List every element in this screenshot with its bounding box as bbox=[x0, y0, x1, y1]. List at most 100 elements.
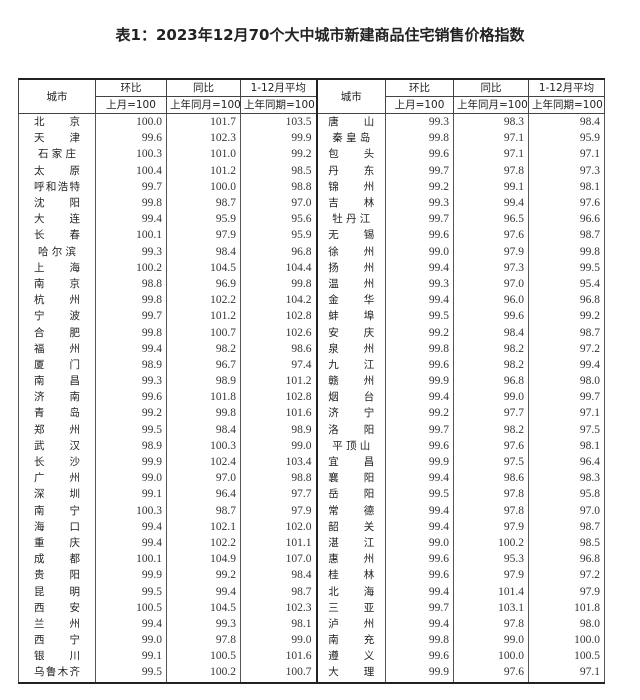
table-row: 武汉 98.9 100.3 99.0 平顶山 99.6 97.6 98.1 bbox=[18, 437, 605, 454]
table-row: 上海 100.2 104.5 104.4 扬州 99.4 97.3 99.5 bbox=[18, 259, 605, 276]
yoy-value-left: 100.3 bbox=[166, 437, 241, 454]
avg-value-right: 98.4 bbox=[528, 113, 605, 131]
city-name: 武汉 bbox=[34, 439, 80, 452]
table-row: 太原 100.4 101.2 98.5 丹东 99.7 97.8 97.3 bbox=[18, 162, 605, 179]
mom-value-right: 99.7 bbox=[385, 162, 454, 179]
city-cell-left: 成都 bbox=[18, 551, 96, 568]
mom-value-left: 100.4 bbox=[95, 162, 167, 179]
city-name: 牡丹江 bbox=[332, 213, 371, 226]
yoy-value-left: 104.5 bbox=[166, 599, 241, 616]
avg-value-left: 99.2 bbox=[240, 146, 318, 163]
yoy-value-left: 96.9 bbox=[166, 275, 241, 293]
yoy-value-left: 97.0 bbox=[166, 470, 241, 487]
avg-value-right: 97.0 bbox=[528, 502, 605, 519]
avg-value-left: 101.2 bbox=[240, 373, 318, 390]
table-row: 南宁 100.3 98.7 97.9 常德 99.4 97.8 97.0 bbox=[18, 502, 605, 519]
avg-value-left: 97.0 bbox=[240, 194, 318, 212]
mom-value-right: 99.5 bbox=[385, 486, 454, 503]
header-yoy-left: 同比 bbox=[166, 78, 241, 97]
city-name: 昆明 bbox=[34, 585, 80, 598]
yoy-value-right: 97.7 bbox=[453, 405, 529, 422]
city-name: 丹东 bbox=[328, 164, 375, 177]
city-name: 秦皇岛 bbox=[332, 132, 371, 145]
avg-value-left: 98.5 bbox=[240, 162, 318, 179]
mom-value-left: 99.3 bbox=[95, 243, 167, 260]
city-cell-left: 兰州 bbox=[18, 615, 96, 632]
city-cell-right: 济宁 bbox=[316, 405, 386, 422]
city-name: 北京 bbox=[34, 116, 80, 129]
yoy-value-right: 97.0 bbox=[453, 275, 529, 293]
city-cell-right: 吉林 bbox=[316, 194, 386, 212]
avg-value-left: 98.7 bbox=[240, 583, 318, 600]
city-name: 南京 bbox=[34, 277, 80, 290]
city-name: 北海 bbox=[328, 585, 375, 598]
table-row: 大连 99.4 95.9 95.6 牡丹江 99.7 96.5 96.6 bbox=[18, 211, 605, 228]
yoy-value-left: 98.2 bbox=[166, 340, 241, 357]
city-name: 西宁 bbox=[34, 634, 80, 647]
yoy-value-right: 97.8 bbox=[453, 162, 529, 179]
table-row: 哈尔滨 99.3 98.4 96.8 徐州 99.0 97.9 99.8 bbox=[18, 243, 605, 260]
city-name: 韶关 bbox=[328, 520, 375, 533]
avg-value-left: 101.6 bbox=[240, 648, 318, 665]
header-avg-base-left: 上年同期=100 bbox=[240, 96, 318, 114]
avg-value-left: 104.4 bbox=[240, 259, 318, 276]
mom-value-left: 99.4 bbox=[95, 211, 167, 228]
yoy-value-left: 102.1 bbox=[166, 518, 241, 535]
yoy-value-right: 99.0 bbox=[453, 632, 529, 649]
mom-value-right: 99.9 bbox=[385, 664, 454, 683]
table-row: 长春 100.1 97.9 95.9 无锡 99.6 97.6 98.7 bbox=[18, 227, 605, 244]
avg-value-left: 103.4 bbox=[240, 453, 318, 471]
city-name: 天津 bbox=[34, 132, 80, 145]
avg-value-right: 96.6 bbox=[528, 211, 605, 228]
header-yoy-base-left: 上年同月=100 bbox=[166, 96, 241, 114]
mom-value-right: 99.3 bbox=[385, 194, 454, 212]
yoy-value-right: 99.1 bbox=[453, 178, 529, 195]
mom-value-left: 100.3 bbox=[95, 502, 167, 519]
header-row-2: 上月=100 上年同月=100 上年同期=100 上月=100 上年同月=100… bbox=[19, 96, 605, 114]
avg-value-left: 98.9 bbox=[240, 421, 318, 438]
yoy-value-right: 97.9 bbox=[453, 518, 529, 535]
yoy-value-left: 98.4 bbox=[166, 421, 241, 438]
yoy-value-left: 102.4 bbox=[166, 453, 241, 471]
mom-value-left: 99.7 bbox=[95, 178, 167, 195]
city-name: 乌鲁木齐 bbox=[34, 666, 80, 679]
table-row: 深圳 99.1 96.4 97.7 岳阳 99.5 97.8 95.8 bbox=[18, 486, 605, 503]
mom-value-left: 100.1 bbox=[95, 227, 167, 244]
city-name: 兰州 bbox=[34, 617, 80, 630]
yoy-value-right: 97.8 bbox=[453, 615, 529, 632]
mom-value-left: 98.9 bbox=[95, 437, 167, 454]
mom-value-right: 99.6 bbox=[385, 648, 454, 665]
avg-value-left: 98.1 bbox=[240, 615, 318, 632]
city-name: 济宁 bbox=[328, 407, 375, 420]
city-name: 大连 bbox=[34, 213, 80, 226]
avg-value-right: 95.9 bbox=[528, 130, 605, 147]
avg-value-left: 107.0 bbox=[240, 551, 318, 568]
city-cell-right: 桂林 bbox=[316, 567, 386, 584]
mom-value-right: 99.7 bbox=[385, 421, 454, 438]
city-name: 郑州 bbox=[34, 423, 80, 436]
city-name: 合肥 bbox=[34, 326, 80, 339]
mom-value-left: 99.5 bbox=[95, 664, 167, 683]
yoy-value-left: 102.2 bbox=[166, 292, 241, 309]
yoy-value-right: 103.1 bbox=[453, 599, 529, 616]
mom-value-right: 99.3 bbox=[385, 113, 454, 131]
city-cell-right: 遵义 bbox=[316, 648, 386, 665]
city-cell-left: 厦门 bbox=[18, 356, 96, 373]
mom-value-right: 99.6 bbox=[385, 567, 454, 584]
yoy-value-right: 98.2 bbox=[453, 340, 529, 357]
city-cell-left: 深圳 bbox=[18, 486, 96, 503]
yoy-value-left: 99.2 bbox=[166, 567, 241, 584]
yoy-value-right: 97.6 bbox=[453, 437, 529, 454]
yoy-value-left: 98.7 bbox=[166, 194, 241, 212]
city-cell-left: 乌鲁木齐 bbox=[18, 664, 96, 683]
city-cell-right: 蚌埠 bbox=[316, 308, 386, 325]
avg-value-right: 97.3 bbox=[528, 162, 605, 179]
avg-value-right: 98.1 bbox=[528, 178, 605, 195]
city-cell-right: 洛阳 bbox=[316, 421, 386, 438]
city-name: 常德 bbox=[328, 504, 375, 517]
table-row: 海口 99.4 102.1 102.0 韶关 99.4 97.9 98.7 bbox=[18, 518, 605, 535]
mom-value-left: 99.4 bbox=[95, 615, 167, 632]
avg-value-left: 99.8 bbox=[240, 275, 318, 293]
header-avg-left: 1-12月平均 bbox=[240, 78, 318, 97]
yoy-value-right: 98.2 bbox=[453, 356, 529, 373]
